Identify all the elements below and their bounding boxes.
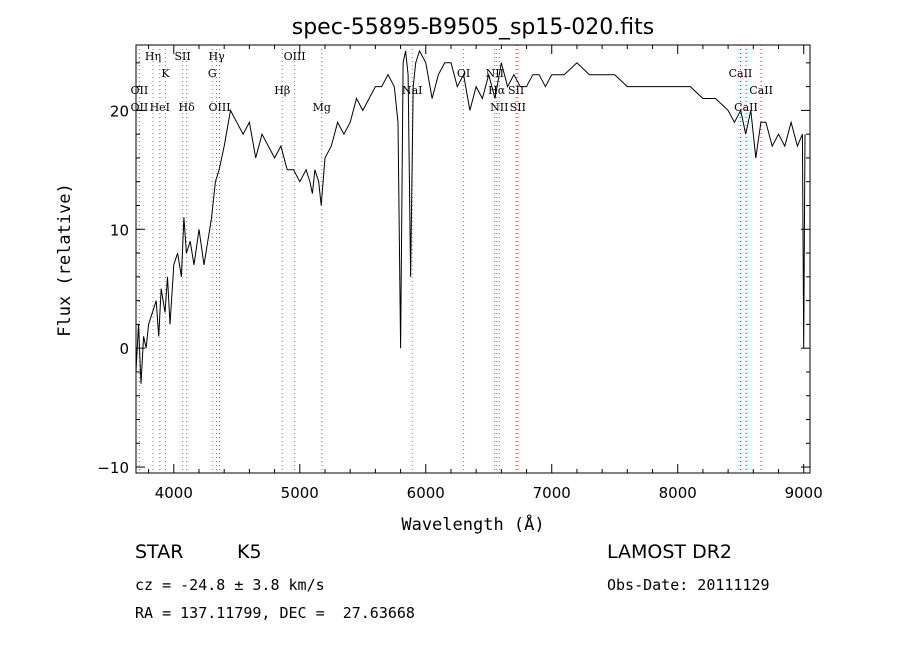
y-tick-label: 10: [110, 221, 129, 239]
observation-date: Obs-Date: 20111129: [607, 576, 770, 594]
line-marker-label: OII: [131, 101, 149, 114]
y-tick-label: 0: [119, 340, 129, 358]
y-tick-label: 20: [110, 102, 129, 120]
line-marker-label: OIII: [284, 50, 306, 63]
object-subclass: K5: [237, 541, 262, 563]
x-tick-label: 8000: [659, 484, 697, 502]
x-tick-label: 7000: [533, 484, 571, 502]
x-tick-label: 9000: [785, 484, 823, 502]
survey-name: LAMOST DR2: [607, 541, 732, 563]
x-tick-label: 4000: [155, 484, 193, 502]
line-markers: [138, 45, 762, 473]
line-marker-label: Hγ: [209, 50, 226, 63]
line-marker-label: K: [161, 67, 170, 80]
coordinates: RA = 137.11799, DEC = 27.63668: [135, 604, 415, 622]
line-marker-label: SII: [508, 84, 524, 97]
redshift-cz: cz = -24.8 ± 3.8 km/s: [135, 576, 325, 594]
x-axis: 4000 5000 6000 7000 8000 9000: [148, 45, 823, 502]
spectrum-line: [135, 49, 806, 384]
line-marker-label: CaII: [734, 101, 758, 114]
y-axis: −10 0 10 20: [97, 62, 810, 477]
line-marker-label: Hβ: [274, 84, 290, 97]
x-tick-label: 6000: [407, 484, 445, 502]
x-axis-label: Wavelength (Å): [401, 513, 544, 535]
plot-frame: [135, 44, 811, 474]
chart-title: spec-55895-B9505_sp15-020.fits: [292, 15, 655, 40]
line-marker-label: NII: [486, 67, 504, 80]
y-axis-label: Flux (relative): [55, 183, 75, 337]
line-marker-label: NaI: [402, 84, 423, 97]
line-marker-label: CaII: [729, 67, 753, 80]
line-marker-label: Hα: [488, 84, 506, 97]
line-marker-label: OI: [457, 67, 470, 80]
line-marker-label: SII: [510, 101, 526, 114]
line-marker-label: NII: [490, 101, 508, 114]
x-tick-label: 5000: [281, 484, 319, 502]
line-marker-labels: OII OII Hη HeI K SII Hδ Hγ G OIII OIII Hβ Mg NaI OI NII…: [131, 50, 773, 114]
y-tick-label: −10: [97, 459, 129, 477]
line-marker-label: OII: [131, 84, 149, 97]
line-marker-label: Mg: [313, 101, 331, 114]
line-marker-label: CaII: [749, 84, 773, 97]
line-marker-label: OIII: [208, 101, 230, 114]
line-marker-label: G: [208, 67, 217, 80]
object-class: STAR: [135, 541, 184, 563]
line-marker-label: Hδ: [179, 101, 196, 114]
line-marker-label: SII: [174, 50, 190, 63]
line-marker-label: HeI: [150, 101, 170, 114]
line-marker-label: Hη: [145, 50, 161, 63]
